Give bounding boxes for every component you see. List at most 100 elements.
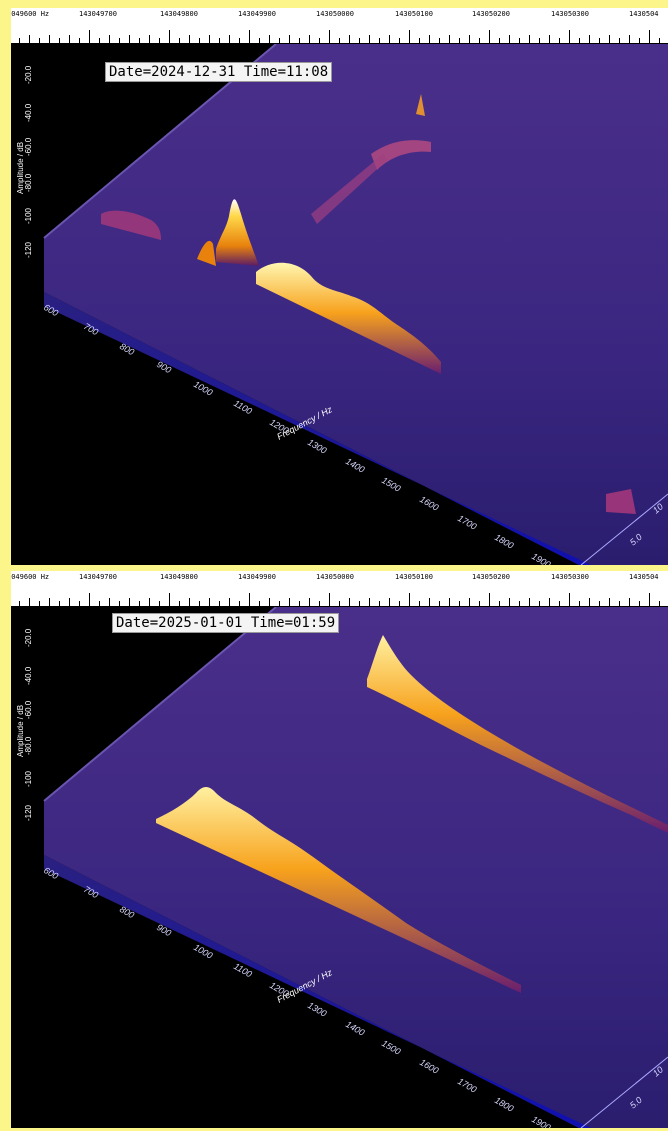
ruler-label: 143050300 [551, 573, 589, 581]
waterfall-panel-1: 3049600 Hz 143049700 143049800 143049900… [11, 8, 668, 565]
ruler-tick [609, 598, 610, 607]
ruler-tick [509, 35, 510, 44]
frequency-tick: 1400 [344, 456, 366, 475]
ruler-tick [339, 601, 340, 607]
signal-ridge-small [101, 210, 161, 240]
ruler-tick [349, 598, 350, 607]
ruler-label: 3049600 Hz [11, 573, 50, 581]
ruler-tick [439, 38, 440, 44]
ruler-tick [99, 601, 100, 607]
ruler-tick [389, 35, 390, 44]
ruler-tick [319, 601, 320, 607]
ruler-tick [649, 30, 650, 44]
ruler-tick [399, 38, 400, 44]
ruler-tick [309, 598, 310, 607]
ruler-tick [369, 598, 370, 607]
ruler-tick [209, 35, 210, 44]
signal-ridge-right [606, 489, 636, 514]
ruler-tick [529, 598, 530, 607]
ruler-tick [169, 30, 170, 44]
amplitude-tick: -20.0 [24, 628, 33, 647]
signal-ridge [156, 787, 521, 993]
ruler-tick [599, 38, 600, 44]
ruler-tick [629, 598, 630, 607]
ruler-tick [229, 598, 230, 607]
ruler-tick [69, 35, 70, 44]
frequency-tick: 1900 [530, 551, 552, 565]
ruler-tick [49, 598, 50, 607]
ruler-tick [249, 30, 250, 44]
frequency-tick: 1900 [530, 1114, 552, 1128]
ruler-label: 1430504 [629, 10, 659, 18]
spike [416, 94, 425, 116]
ruler-tick [489, 593, 490, 607]
amplitude-tick: -120 [24, 804, 33, 821]
ruler-tick [499, 38, 500, 44]
ruler-label: 143049800 [160, 10, 198, 18]
ruler-tick [489, 30, 490, 44]
ruler-tick [339, 38, 340, 44]
amplitude-tick: -100 [24, 207, 33, 224]
ruler-tick [319, 38, 320, 44]
ruler-tick [129, 598, 130, 607]
waterfall-svg: Amplitude / dB -20.0 -40.0 -60.0 -80.0 -… [16, 606, 668, 1128]
ruler-tick [169, 593, 170, 607]
waterfall-plot: Amplitude / dB -20.0 -40.0 -60.0 -80.0 -… [11, 606, 668, 1128]
ruler-tick [479, 601, 480, 607]
waterfall-svg: Amplitude / dB -20.0 -40.0 -60.0 -80.0 -… [16, 43, 668, 565]
ruler-tick [349, 35, 350, 44]
ruler-label: 143049700 [79, 10, 117, 18]
ruler-tick [239, 38, 240, 44]
ruler-label: 143050200 [472, 10, 510, 18]
ruler-tick [469, 598, 470, 607]
surface-left-edge [43, 606, 277, 802]
ruler-tick [189, 35, 190, 44]
frequency-tick: 1500 [380, 1038, 402, 1057]
ruler-tick [59, 38, 60, 44]
ruler-tick [659, 38, 660, 44]
ruler-tick [619, 601, 620, 607]
ruler-tick [589, 598, 590, 607]
ruler-label: 143049800 [160, 573, 198, 581]
ruler-tick [419, 601, 420, 607]
ruler-tick [559, 601, 560, 607]
ruler-tick [459, 601, 460, 607]
ruler-tick [439, 601, 440, 607]
frequency-ruler: 3049600 Hz 143049700 143049800 143049900… [11, 8, 668, 44]
ruler-tick [579, 601, 580, 607]
ruler-tick [259, 38, 260, 44]
ruler-label: 1430504 [629, 573, 659, 581]
ruler-tick [119, 38, 120, 44]
amplitude-tick: -120 [24, 241, 33, 258]
amplitude-axis-label: Amplitude / dB [16, 142, 25, 194]
ruler-tick [649, 593, 650, 607]
ruler-tick [479, 38, 480, 44]
frequency-tick: 1700 [456, 513, 478, 532]
ruler-label: 3049600 Hz [11, 10, 50, 18]
amplitude-tick: -60.0 [24, 137, 33, 156]
ruler-tick [369, 35, 370, 44]
ruler-tick [499, 601, 500, 607]
time-axis-line [580, 493, 668, 565]
amplitude-tick: -20.0 [24, 65, 33, 84]
ruler-tick [289, 35, 290, 44]
ruler-baseline [11, 606, 668, 607]
ruler-tick [269, 598, 270, 607]
signal-ridge-diagonal [367, 635, 668, 833]
amplitude-axis-label: Amplitude / dB [16, 705, 25, 757]
frequency-tick: 1300 [306, 437, 328, 456]
ruler-tick [159, 601, 160, 607]
ruler-label: 143049900 [238, 10, 276, 18]
ruler-tick [39, 38, 40, 44]
ruler-tick [49, 35, 50, 44]
ruler-tick [109, 598, 110, 607]
frequency-tick: 1600 [418, 1057, 440, 1076]
ruler-tick [179, 601, 180, 607]
amplitude-tick: -100 [24, 770, 33, 787]
ruler-label: 143050000 [316, 10, 354, 18]
ruler-tick [509, 598, 510, 607]
ruler-tick [179, 38, 180, 44]
ruler-tick [139, 601, 140, 607]
frequency-tick: 1500 [380, 475, 402, 494]
ruler-tick [129, 35, 130, 44]
